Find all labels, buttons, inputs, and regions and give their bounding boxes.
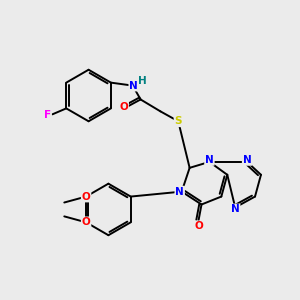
Text: N: N [175,187,184,196]
Text: H: H [138,76,147,85]
Text: O: O [119,102,128,112]
Text: N: N [205,155,214,165]
Text: N: N [243,155,251,165]
Text: F: F [44,110,51,120]
Text: O: O [82,217,91,227]
Text: O: O [194,221,203,231]
Text: N: N [231,204,240,214]
Text: N: N [129,81,138,91]
Text: S: S [175,116,182,126]
Text: O: O [82,192,91,202]
